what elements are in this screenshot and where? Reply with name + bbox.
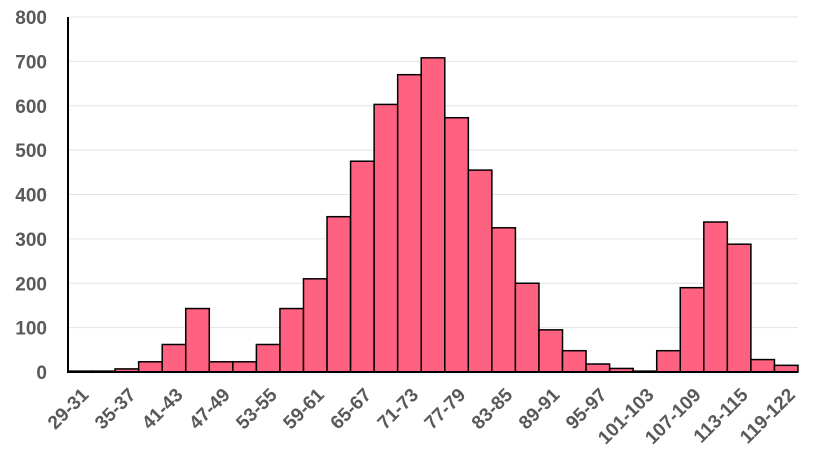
y-tick-label: 700 bbox=[15, 52, 47, 73]
x-tick-labels: 29-3135-3741-4347-4953-5559-6165-6771-73… bbox=[44, 384, 800, 448]
bar-41-43 bbox=[161, 343, 187, 373]
bar-104-106 bbox=[655, 349, 682, 373]
bar-50-52 bbox=[232, 361, 258, 373]
x-tick-label: 53-55 bbox=[232, 384, 282, 434]
y-tick-label: 500 bbox=[15, 141, 47, 162]
bar-92-94 bbox=[561, 349, 587, 373]
x-tick-label: 41-43 bbox=[138, 385, 187, 434]
y-tick-label: 200 bbox=[15, 274, 47, 295]
bar-38-40 bbox=[137, 361, 163, 373]
bar-62-64 bbox=[326, 215, 352, 373]
bar-89-91 bbox=[538, 329, 564, 373]
y-tick-labels: 0 100 200 300 400 500 600 700 800 bbox=[15, 8, 47, 384]
bar-47-49 bbox=[208, 361, 234, 373]
bar-53-55 bbox=[255, 343, 281, 373]
x-tick-label: 47-49 bbox=[185, 385, 234, 434]
y-tick-label: 400 bbox=[15, 186, 47, 207]
bars bbox=[67, 57, 799, 373]
y-tick-label: 800 bbox=[15, 8, 47, 29]
bar-68-70 bbox=[373, 103, 399, 373]
x-tick-label: 35-37 bbox=[91, 385, 140, 434]
x-tick-label: 29-31 bbox=[44, 384, 94, 434]
y-tick-label: 300 bbox=[15, 230, 47, 251]
x-tick-label: 59-61 bbox=[280, 384, 330, 434]
bar-80-82 bbox=[467, 169, 493, 373]
bar-59-61 bbox=[302, 278, 328, 373]
bar-86-88 bbox=[514, 282, 540, 373]
x-tick-label: 83-85 bbox=[468, 384, 518, 434]
bar-116-118 bbox=[750, 358, 776, 373]
bar-113-115 bbox=[726, 243, 752, 373]
x-tick-label: 89-91 bbox=[515, 384, 565, 434]
bar-83-85 bbox=[491, 227, 517, 373]
bar-107-109 bbox=[679, 286, 705, 373]
bar-71-73 bbox=[396, 73, 422, 373]
x-tick-label: 77-79 bbox=[421, 385, 470, 434]
bar-95-97 bbox=[585, 363, 611, 373]
bar-44-46 bbox=[184, 307, 211, 373]
x-tick-label: 65-67 bbox=[327, 385, 376, 434]
axes bbox=[67, 17, 798, 373]
y-tick-label: 0 bbox=[36, 363, 47, 384]
bar-65-67 bbox=[349, 160, 375, 373]
bar-56-58 bbox=[279, 307, 305, 373]
y-tick-label: 100 bbox=[15, 319, 47, 340]
y-tick-label: 600 bbox=[15, 97, 47, 118]
x-tick-label: 71-73 bbox=[374, 385, 423, 434]
bar-74-76 bbox=[420, 57, 446, 373]
bar-110-112 bbox=[703, 221, 729, 373]
bar-77-79 bbox=[444, 116, 470, 373]
